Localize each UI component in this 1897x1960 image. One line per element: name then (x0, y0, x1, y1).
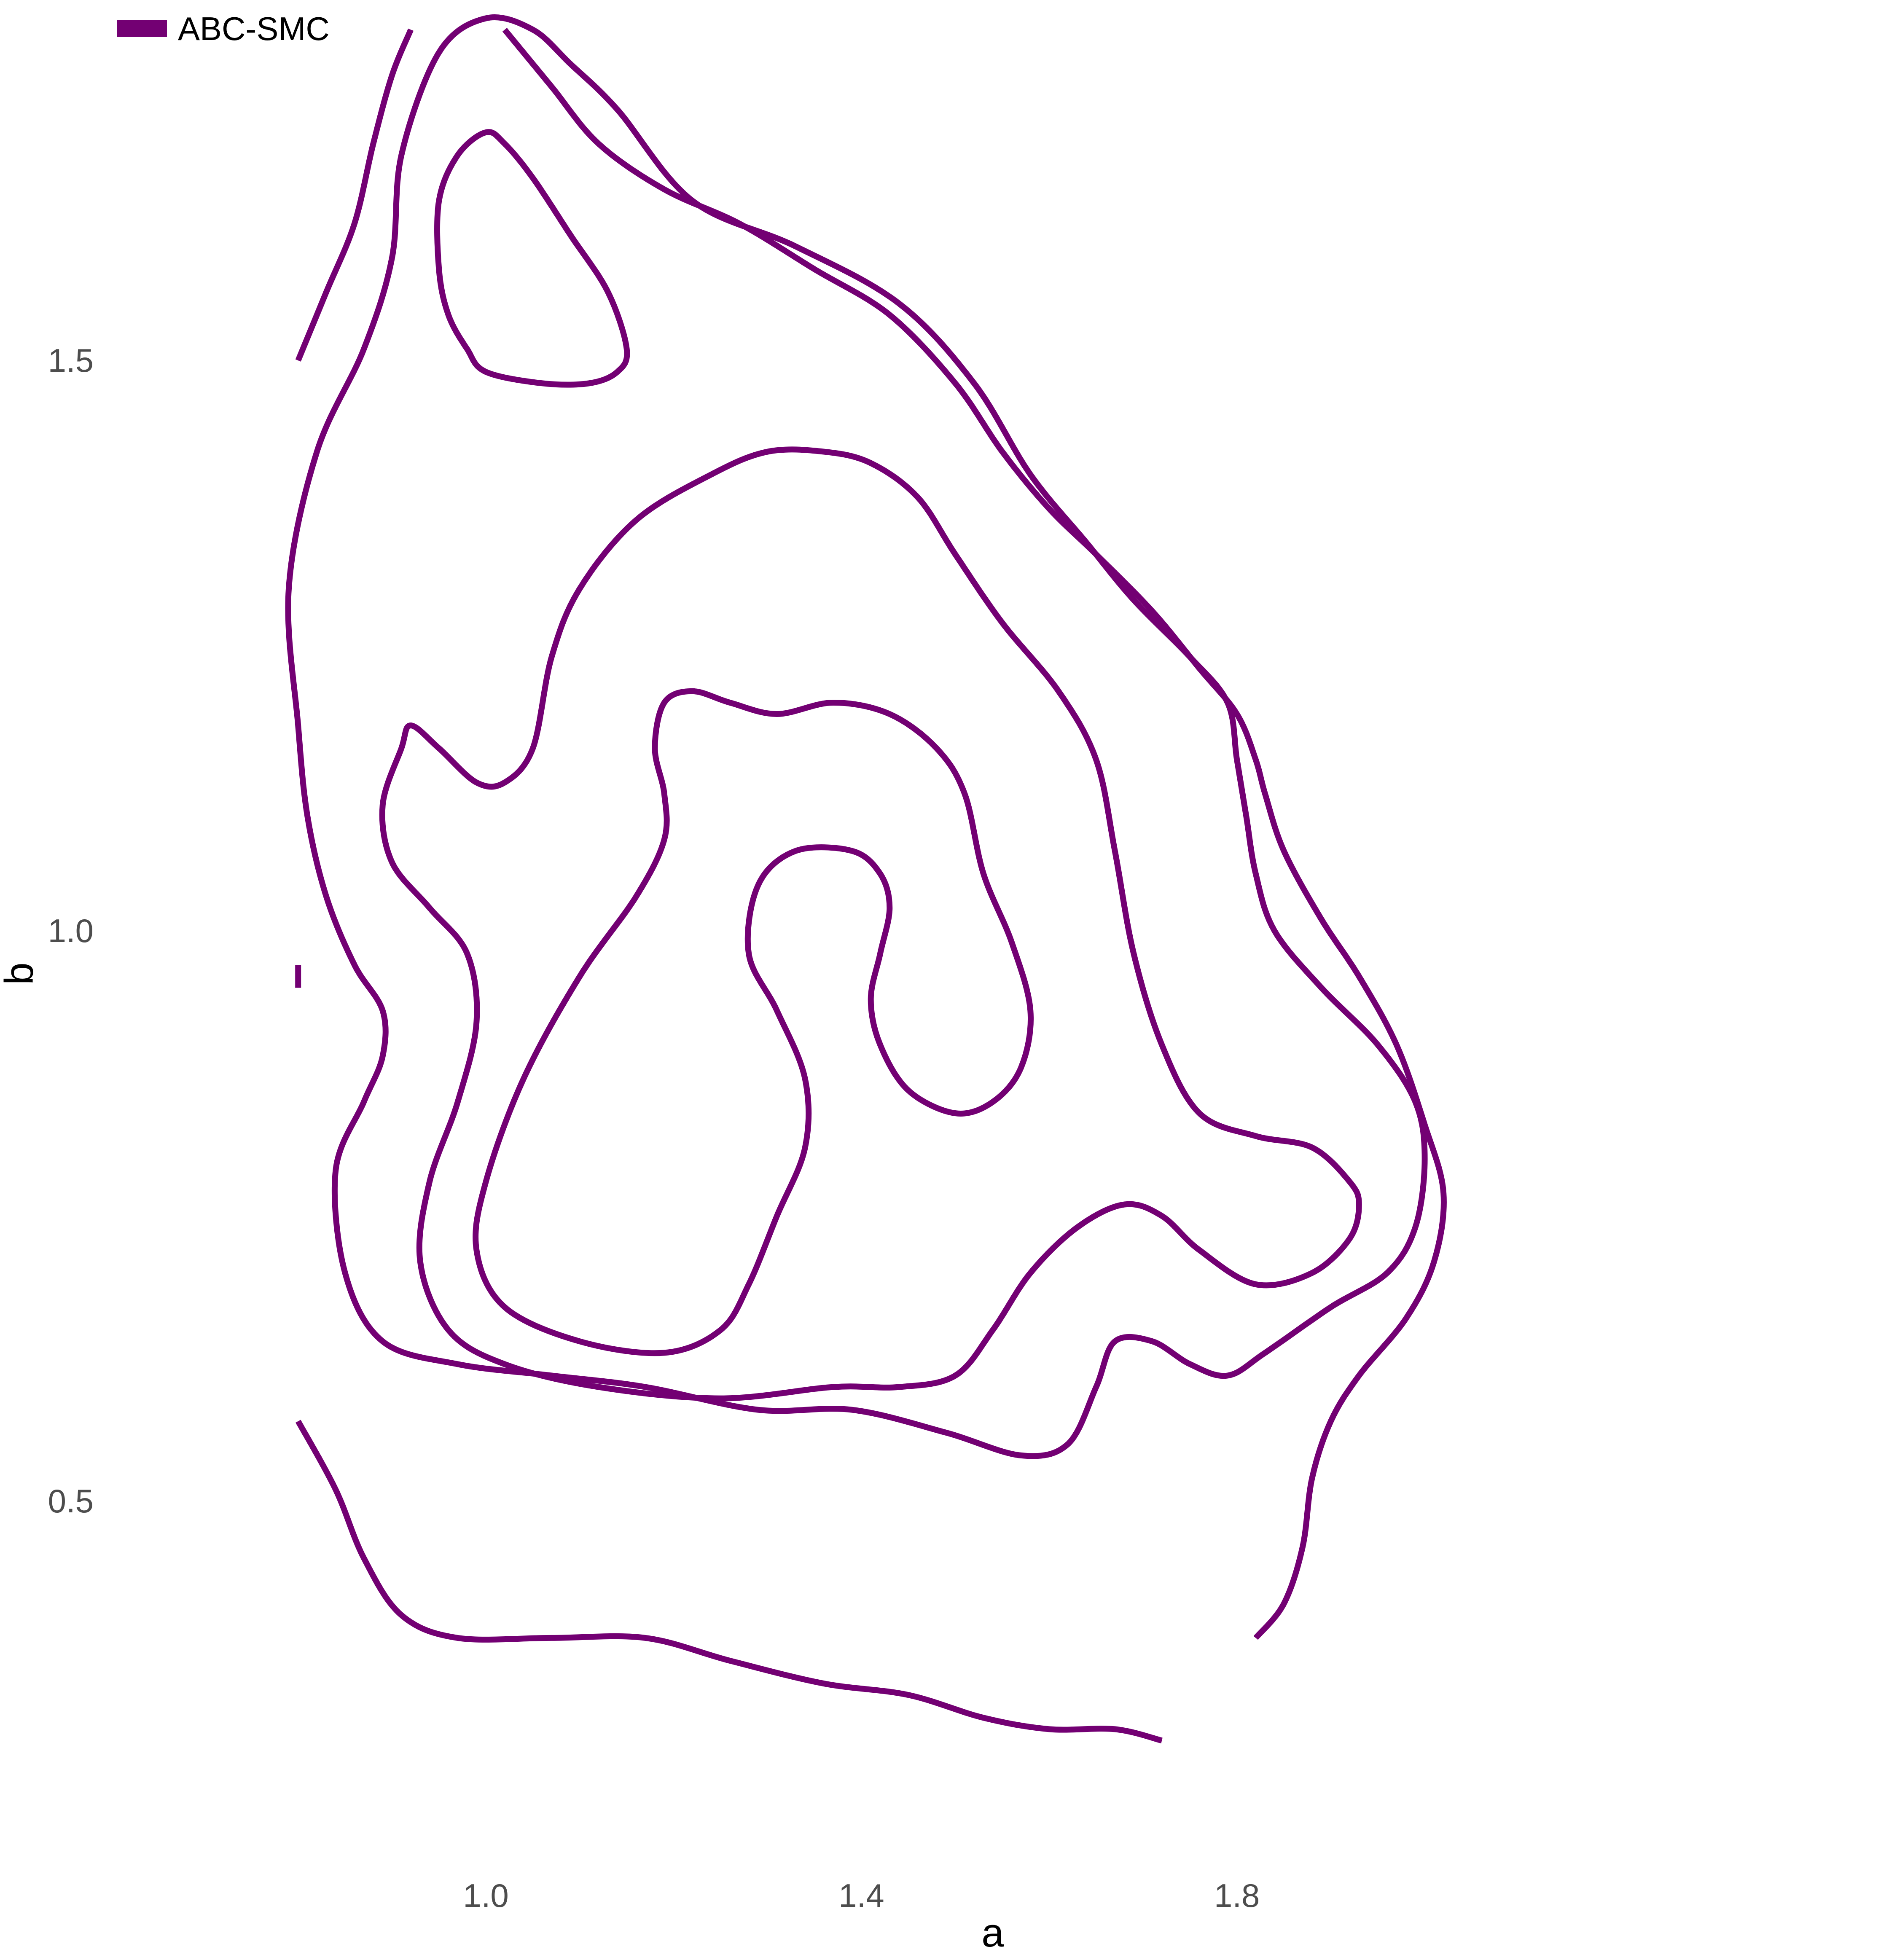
legend-key-abc-smc (117, 20, 167, 37)
legend: ABC-SMC (117, 10, 330, 47)
legend-label-abc-smc: ABC-SMC (178, 10, 330, 47)
y-tick-label: 1.5 (48, 342, 94, 379)
x-axis-ticks: 1.0 1.4 1.8 (463, 1877, 1260, 1914)
y-tick-label: 0.5 (48, 1482, 94, 1520)
contour-line-level-2 (285, 14, 1428, 1459)
x-tick-label: 1.4 (838, 1877, 884, 1914)
x-axis-title: a (981, 1910, 1004, 1955)
y-axis-ticks: 0.5 1.0 1.5 (48, 342, 94, 1520)
contour-line-level-4 (473, 688, 1034, 1356)
plot-area (285, 14, 1447, 1744)
contour-line-level-3 (434, 129, 630, 388)
contour-line-level-1 (502, 27, 1447, 1640)
contour-line-level-1 (296, 1420, 1163, 1744)
x-tick-label: 1.8 (1214, 1877, 1260, 1914)
contour-line-level-1 (295, 28, 414, 362)
contour-line-level-3 (379, 446, 1362, 1402)
y-tick-label: 1.0 (48, 912, 94, 949)
x-tick-label: 1.0 (463, 1877, 508, 1914)
y-axis-title: b (0, 962, 42, 985)
